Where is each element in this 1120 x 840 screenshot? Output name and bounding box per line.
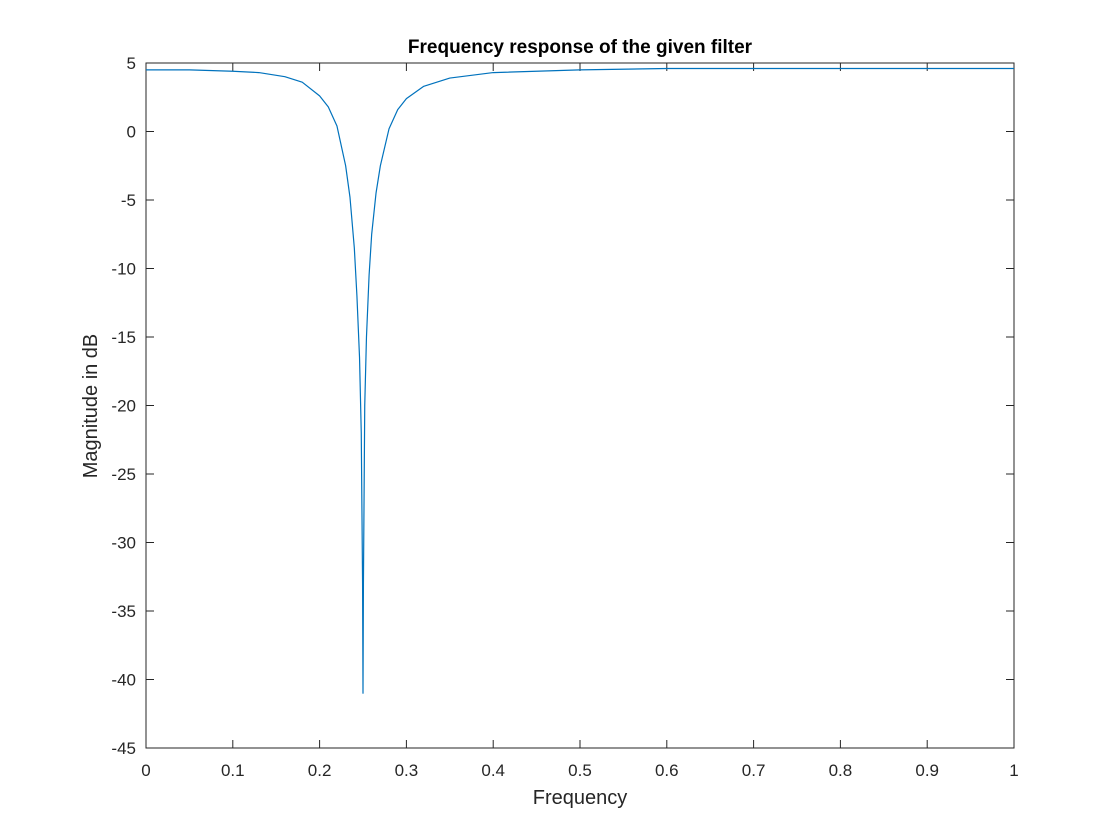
y-tick-label: -10	[111, 260, 136, 279]
y-tick-label: 5	[127, 54, 136, 73]
y-tick-label: -45	[111, 739, 136, 758]
x-tick-label: 0.3	[395, 761, 419, 780]
x-tick-label: 1	[1009, 761, 1018, 780]
x-tick-label: 0.5	[568, 761, 592, 780]
y-tick-label: -20	[111, 397, 136, 416]
x-tick-label: 0	[141, 761, 150, 780]
y-tick-label: 0	[127, 123, 136, 142]
y-tick-label: -35	[111, 602, 136, 621]
y-tick-label: -5	[121, 191, 136, 210]
x-tick-label: 0.9	[915, 761, 939, 780]
series-line	[146, 67, 1014, 694]
x-tick-label: 0.8	[829, 761, 853, 780]
y-tick-label: -15	[111, 328, 136, 347]
x-tick-label: 0.7	[742, 761, 766, 780]
x-tick-label: 0.1	[221, 761, 245, 780]
axes-box	[145, 62, 1015, 749]
x-tick-label: 0.2	[308, 761, 332, 780]
chart-title: Frequency response of the given filter	[408, 37, 753, 58]
x-tick-label: 0.6	[655, 761, 679, 780]
y-tick-label: -40	[111, 671, 136, 690]
y-tick-label: -30	[111, 534, 136, 553]
x-axis-label: Frequency	[533, 787, 628, 809]
y-axis-label: Magnitude in dB	[80, 334, 102, 479]
y-tick-label: -25	[111, 465, 136, 484]
x-tick-label: 0.4	[481, 761, 505, 780]
